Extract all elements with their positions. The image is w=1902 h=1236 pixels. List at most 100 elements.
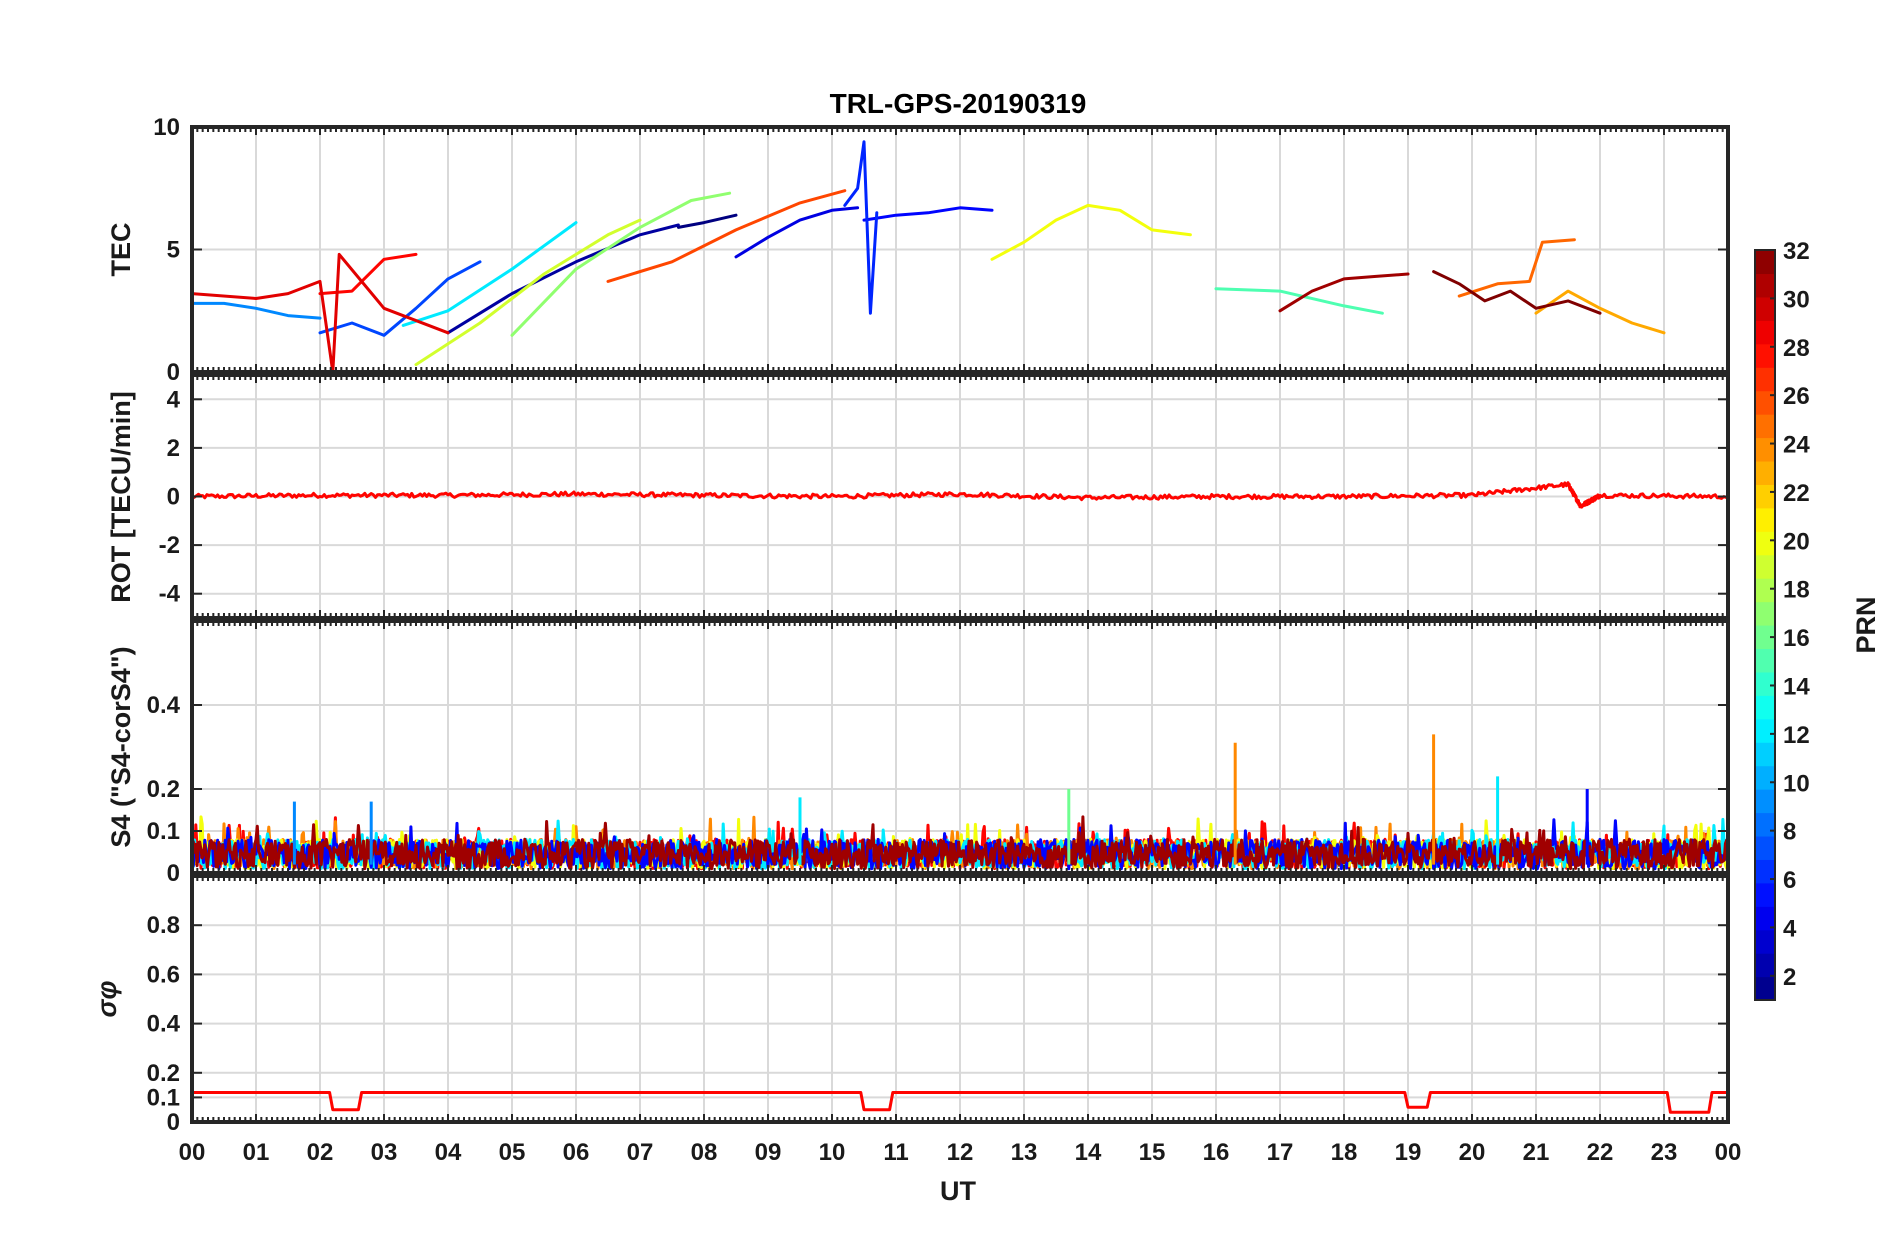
x-tick-label: 09 bbox=[755, 1139, 782, 1166]
colorbar-tick-label: 22 bbox=[1783, 480, 1810, 507]
series-line-prn-5 bbox=[862, 206, 994, 222]
data-layer bbox=[192, 140, 1666, 372]
y-tick-label: -4 bbox=[159, 581, 181, 608]
colorbar-swatch bbox=[1755, 367, 1775, 392]
series-line-prn-23 bbox=[1534, 289, 1666, 335]
colorbar-swatch bbox=[1755, 531, 1775, 556]
x-tick-label: 19 bbox=[1395, 1139, 1422, 1166]
colorbar-swatch bbox=[1755, 578, 1775, 603]
colorbar-tick-label: 12 bbox=[1783, 722, 1810, 749]
colorbar-label: PRN bbox=[1851, 596, 1881, 653]
x-axis-label: UT bbox=[940, 1176, 976, 1206]
x-tick-label: 01 bbox=[243, 1139, 270, 1166]
series-line-prn-31 bbox=[1278, 272, 1410, 313]
colorbar-swatch bbox=[1755, 695, 1775, 720]
colorbar-tick-label: 4 bbox=[1783, 915, 1797, 942]
x-tick-label: 20 bbox=[1459, 1139, 1486, 1166]
series-line-prn-7 bbox=[318, 260, 482, 337]
colorbar-tick-label: 14 bbox=[1783, 673, 1810, 700]
series-line-prn-4 bbox=[734, 206, 860, 259]
y-tick-label: 0.6 bbox=[147, 961, 180, 988]
series-line-prn-28 bbox=[192, 1091, 1728, 1114]
colorbar-swatch bbox=[1755, 789, 1775, 814]
colorbar-swatch bbox=[1755, 296, 1775, 321]
x-tick-label: 12 bbox=[947, 1139, 974, 1166]
colorbar-swatch bbox=[1755, 250, 1775, 275]
x-tick-label: 03 bbox=[371, 1139, 398, 1166]
x-tick-label: 16 bbox=[1203, 1139, 1230, 1166]
panel-tec: 0 5 10 TEC bbox=[106, 114, 1730, 386]
y-axis-label: S4 ("S4-corS4") bbox=[106, 646, 136, 847]
y-axis-label: ROT [TECU/min] bbox=[106, 391, 136, 602]
x-tick-label: 00 bbox=[1715, 1139, 1742, 1166]
series-line-prn-32 bbox=[1432, 270, 1602, 315]
colorbar-tick-label: 30 bbox=[1783, 286, 1810, 313]
y-tick-label: 0.1 bbox=[147, 818, 180, 845]
colorbar-swatch bbox=[1755, 765, 1775, 790]
colorbar-swatch bbox=[1755, 460, 1775, 485]
series-line-prn-12 bbox=[401, 221, 578, 327]
colorbar-swatch bbox=[1755, 484, 1775, 509]
colorbar-swatch bbox=[1755, 414, 1775, 439]
colorbar-tick-label: 8 bbox=[1783, 819, 1796, 846]
colorbar-swatch bbox=[1755, 601, 1775, 626]
panel-rot: -4 -2 0 2 4 ROT [TECU/min] bbox=[106, 373, 1730, 620]
x-tick-label: 11 bbox=[883, 1139, 908, 1166]
x-tick-label: 22 bbox=[1587, 1139, 1614, 1166]
colorbar-tick-label: 10 bbox=[1783, 770, 1810, 797]
x-tick-label: 10 bbox=[819, 1139, 846, 1166]
panel-s4: 0 0.1 0.2 0.4 S4 ("S4-corS4") bbox=[106, 619, 1730, 887]
colorbar-swatch bbox=[1755, 742, 1775, 767]
y-tick-label: 0.8 bbox=[147, 912, 180, 939]
y-axis-label: σφ bbox=[92, 981, 122, 1018]
y-axis-label: TEC bbox=[106, 223, 136, 277]
y-tick-label: 0 bbox=[167, 1109, 180, 1136]
colorbar-tick-label: 24 bbox=[1783, 432, 1810, 459]
y-tick-label: 0 bbox=[167, 359, 180, 386]
colorbar-swatch bbox=[1755, 273, 1775, 298]
colorbar-swatch bbox=[1755, 390, 1775, 415]
x-tick-label: 23 bbox=[1651, 1139, 1678, 1166]
series-line-prn-19 bbox=[414, 218, 642, 367]
series-line-prn-1 bbox=[676, 213, 738, 229]
series-line-prn-28 bbox=[192, 481, 1728, 509]
colorbar-tick-label: 16 bbox=[1783, 625, 1810, 652]
colorbar-swatch bbox=[1755, 953, 1775, 978]
colorbar-swatch bbox=[1755, 671, 1775, 696]
x-tick-label: 08 bbox=[691, 1139, 718, 1166]
colorbar-swatch bbox=[1755, 718, 1775, 743]
y-tick-label: 4 bbox=[167, 386, 181, 413]
y-tick-label: 0 bbox=[167, 484, 180, 511]
y-tick-label: 0.4 bbox=[147, 1011, 181, 1038]
colorbar-swatch bbox=[1755, 835, 1775, 860]
chart-title: TRL-GPS-20190319 bbox=[830, 88, 1087, 119]
series-line-prn-15 bbox=[1214, 287, 1384, 315]
colorbar-swatch bbox=[1755, 859, 1775, 884]
series-line-prn-2 bbox=[446, 223, 680, 335]
colorbar-swatch bbox=[1755, 906, 1775, 931]
series-line-prn-6 bbox=[843, 140, 879, 315]
colorbar-tick-label: 6 bbox=[1783, 867, 1796, 894]
x-tick-label: 17 bbox=[1267, 1139, 1294, 1166]
data-layer bbox=[192, 1091, 1728, 1114]
x-tick-label: 14 bbox=[1075, 1139, 1102, 1166]
panel-sigma_phi: 00.10.2 0.4 0.6 0.8 σφ bbox=[92, 874, 1730, 1136]
colorbar-swatch bbox=[1755, 929, 1775, 954]
colorbar-tick-label: 20 bbox=[1783, 528, 1810, 555]
colorbar-swatch bbox=[1755, 320, 1775, 345]
colorbar-tick-label: 28 bbox=[1783, 335, 1810, 362]
colorbar-swatch bbox=[1755, 648, 1775, 673]
series-line-prn-26 bbox=[606, 189, 847, 283]
y-tick-label: 0.4 bbox=[147, 692, 181, 719]
colorbar-tick-label: 18 bbox=[1783, 577, 1810, 604]
x-tick-label: 00 bbox=[179, 1139, 206, 1166]
y-tick-label: 10 bbox=[153, 114, 180, 141]
colorbar-swatch bbox=[1755, 343, 1775, 368]
y-tick-label: -2 bbox=[159, 532, 180, 559]
colorbar-tick-label: 26 bbox=[1783, 383, 1810, 410]
x-tick-label: 18 bbox=[1331, 1139, 1358, 1166]
x-tick-label: 05 bbox=[499, 1139, 526, 1166]
